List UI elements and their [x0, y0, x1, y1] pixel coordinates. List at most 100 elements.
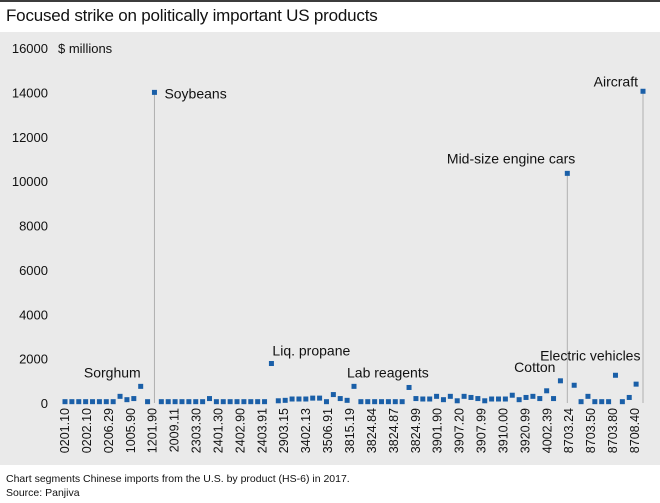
x-tick-label: 1201.90 — [146, 408, 160, 453]
data-point — [468, 394, 474, 400]
x-tick-label: 3824.84 — [365, 408, 379, 453]
x-tick-label: 8703.50 — [584, 408, 598, 453]
data-point — [496, 396, 501, 402]
y-tick-label: 2000 — [19, 352, 48, 367]
data-point — [337, 396, 343, 402]
data-point — [606, 399, 612, 405]
x-tick-label: 8703.24 — [562, 408, 576, 453]
data-point — [619, 399, 625, 405]
data-point — [90, 399, 96, 405]
data-point — [255, 399, 261, 405]
data-point — [434, 393, 440, 399]
x-tick-label: 3506.91 — [321, 408, 335, 453]
data-point — [193, 399, 199, 405]
x-tick-label: 0206.29 — [102, 408, 116, 453]
x-tick-label: 3402.13 — [299, 408, 313, 453]
x-tick-label: 8703.80 — [606, 408, 620, 453]
data-point — [592, 399, 598, 405]
y-tick-label: 8000 — [19, 219, 48, 234]
data-point — [392, 399, 398, 405]
data-point — [282, 397, 288, 403]
data-point — [399, 399, 405, 405]
data-point — [509, 392, 515, 398]
data-point — [289, 396, 295, 402]
data-point — [612, 372, 618, 378]
data-point — [482, 398, 488, 404]
x-tick-label: 2303.30 — [190, 408, 204, 453]
data-point — [323, 399, 329, 405]
data-point — [420, 396, 426, 402]
data-point — [461, 393, 467, 399]
data-point — [585, 393, 591, 399]
data-point — [165, 399, 171, 405]
data-point — [220, 399, 226, 405]
y-tick-label: 14000 — [12, 85, 48, 100]
data-point — [131, 396, 137, 402]
data-point — [344, 397, 350, 403]
data-point — [275, 398, 281, 404]
y-tick-label: 12000 — [12, 130, 48, 145]
x-tick-label: 2403.91 — [255, 408, 269, 453]
x-tick-label: 0201.10 — [58, 408, 72, 453]
data-point — [557, 378, 563, 384]
y-tick-label: 6000 — [19, 263, 48, 278]
data-point — [475, 396, 481, 402]
x-tick-label: 1005.90 — [124, 408, 138, 453]
data-point — [207, 396, 212, 402]
annotation-label: Liq. propane — [272, 343, 350, 359]
data-point — [523, 394, 529, 400]
y-tick-label: 4000 — [19, 307, 48, 322]
y-tick-label: 0 — [41, 396, 48, 411]
x-tick-label: 2402.90 — [233, 408, 247, 453]
data-point — [69, 399, 75, 405]
data-point — [427, 396, 433, 402]
x-tick-label: 3815.19 — [343, 408, 357, 453]
data-point — [83, 399, 89, 405]
data-point — [564, 170, 570, 176]
data-point — [110, 399, 116, 405]
data-point — [372, 399, 378, 405]
y-tick-label: 10000 — [12, 174, 48, 189]
y-axis-label: $ millions — [58, 41, 113, 56]
x-tick-label: 2009.11 — [168, 408, 182, 452]
data-point — [145, 399, 151, 405]
data-point — [96, 399, 102, 405]
data-point — [530, 393, 536, 399]
data-point — [544, 388, 550, 394]
data-point — [599, 399, 605, 405]
data-point — [103, 399, 109, 405]
x-tick-label: 3901.90 — [431, 408, 445, 453]
data-point — [248, 399, 254, 405]
x-tick-label: 2903.15 — [277, 408, 291, 453]
data-point — [502, 396, 508, 402]
data-point — [117, 393, 123, 399]
data-point — [172, 399, 178, 405]
data-point — [303, 396, 309, 402]
data-point — [158, 399, 164, 405]
annotation-label: Lab reagents — [347, 364, 429, 380]
data-point — [351, 383, 357, 389]
data-point — [379, 399, 385, 405]
data-point — [440, 397, 446, 403]
annotation-label: Aircraft — [594, 73, 638, 89]
x-tick-label: 3907.20 — [453, 408, 467, 453]
data-point — [296, 396, 302, 402]
plot-area — [0, 32, 660, 465]
data-point — [489, 396, 495, 402]
chart-source: Source: Panjiva — [6, 487, 80, 499]
y-tick-label: 16000 — [12, 41, 48, 56]
data-point — [413, 396, 419, 402]
x-tick-label: 4002.39 — [540, 408, 554, 453]
data-point — [268, 361, 274, 367]
data-point — [213, 399, 219, 405]
data-point — [551, 396, 557, 402]
data-point — [385, 399, 391, 405]
data-point — [537, 396, 543, 402]
data-point — [516, 397, 522, 403]
data-point — [358, 399, 364, 405]
data-point — [138, 383, 144, 389]
data-point — [262, 399, 268, 405]
data-point — [227, 399, 233, 405]
data-point — [76, 399, 82, 405]
